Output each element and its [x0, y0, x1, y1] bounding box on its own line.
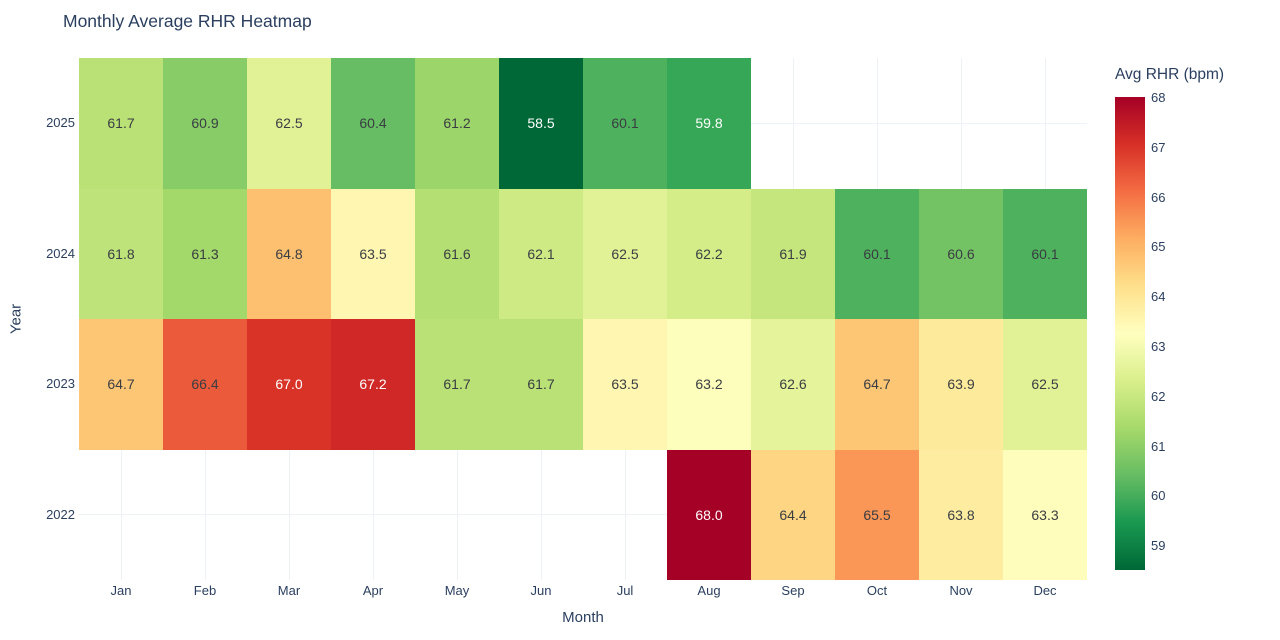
heatmap-cell[interactable]: 61.8: [79, 188, 163, 319]
heatmap-cell[interactable]: 67.0: [247, 319, 331, 450]
x-tick-label: Oct: [866, 583, 888, 598]
colorbar-title: Avg RHR (bpm): [1115, 66, 1225, 83]
colorbar-tick-label: 67: [1151, 139, 1166, 155]
heatmap-cell[interactable]: 63.9: [919, 319, 1003, 450]
x-tick-label: Apr: [362, 583, 384, 598]
heatmap-cell[interactable]: 64.8: [247, 188, 331, 319]
x-tick-label: Jul: [616, 583, 634, 598]
heatmap-cell[interactable]: 68.0: [667, 449, 751, 580]
x-tick-label: Aug: [697, 583, 721, 598]
heatmap-cell[interactable]: 62.5: [1003, 319, 1087, 450]
colorbar-tick-label: 64: [1151, 289, 1166, 305]
colorbar-tick-label: 62: [1151, 388, 1166, 404]
plot-area: 61.7 60.9 62.5 60.4 61.2 58.5 60.1 59.8 61.8 61.3…: [79, 58, 1087, 580]
x-tick-label: Feb: [193, 583, 217, 598]
x-tick-label: Jun: [530, 583, 552, 598]
colorbar-tick-label: 65: [1151, 239, 1166, 255]
heatmap-cell[interactable]: 65.5: [835, 449, 919, 580]
heatmap-cell[interactable]: 61.6: [415, 188, 499, 319]
heatmap-cell[interactable]: 62.5: [583, 188, 667, 319]
heatmap-cell[interactable]: 60.4: [331, 58, 415, 189]
y-tick-label: 2023: [46, 376, 75, 392]
heatmap-cell[interactable]: 64.7: [79, 319, 163, 450]
heatmap-cell[interactable]: 62.2: [667, 188, 751, 319]
heatmap-cell[interactable]: 58.5: [499, 58, 583, 189]
x-tick-label: Mar: [277, 583, 301, 598]
heatmap-cell[interactable]: 59.8: [667, 58, 751, 189]
x-tick-label: Sep: [781, 583, 805, 598]
colorbar-tick-label: 61: [1151, 438, 1166, 454]
x-tick-label: May: [444, 583, 470, 598]
heatmap-cell[interactable]: 61.7: [79, 58, 163, 189]
heatmap-cell[interactable]: 61.2: [415, 58, 499, 189]
y-axis-title: Year: [7, 303, 25, 335]
x-axis-title: Month: [562, 609, 604, 626]
heatmap-cell[interactable]: 63.8: [919, 449, 1003, 580]
heatmap-cell[interactable]: 63.5: [583, 319, 667, 450]
heatmap-cell[interactable]: 60.1: [1003, 188, 1087, 319]
heatmap-cell[interactable]: 64.7: [835, 319, 919, 450]
colorbar-tick-label: 59: [1151, 538, 1166, 554]
heatmap-cell[interactable]: 66.4: [163, 319, 247, 450]
colorbar-tick-label: 63: [1151, 338, 1166, 354]
colorbar-gradient: [1115, 97, 1145, 570]
heatmap-cell[interactable]: 61.3: [163, 188, 247, 319]
heatmap-cell[interactable]: 60.9: [163, 58, 247, 189]
heatmap-cell[interactable]: 63.3: [1003, 449, 1087, 580]
colorbar-tick-label: 68: [1151, 90, 1166, 105]
chart-title: Monthly Average RHR Heatmap: [63, 11, 312, 31]
heatmap-cell[interactable]: 62.1: [499, 188, 583, 319]
heatmap-cell[interactable]: 61.7: [415, 319, 499, 450]
y-tick-label: 2024: [46, 245, 75, 261]
heatmap-cell[interactable]: 62.5: [247, 58, 331, 189]
heatmap-cell[interactable]: 60.1: [835, 188, 919, 319]
x-tick-label: Nov: [949, 583, 973, 598]
heatmap-cell[interactable]: 61.9: [751, 188, 835, 319]
heatmap-cell[interactable]: 64.4: [751, 449, 835, 580]
heatmap-cell[interactable]: 62.6: [751, 319, 835, 450]
heatmap-cell[interactable]: 60.6: [919, 188, 1003, 319]
x-tick-label: Jan: [110, 583, 132, 598]
gridline-horizontal: [79, 514, 1087, 516]
heatmap-cell[interactable]: 61.7: [499, 319, 583, 450]
heatmap-cell[interactable]: 63.2: [667, 319, 751, 450]
x-tick-label: Dec: [1033, 583, 1057, 598]
heatmap-cell[interactable]: 60.1: [583, 58, 667, 189]
y-tick-label: 2025: [46, 115, 75, 131]
colorbar-tick-label: 60: [1151, 488, 1166, 504]
heatmap-cell[interactable]: 63.5: [331, 188, 415, 319]
heatmap-cell[interactable]: 67.2: [331, 319, 415, 450]
y-tick-label: 2022: [46, 506, 75, 522]
colorbar-tick-label: 66: [1151, 189, 1166, 205]
